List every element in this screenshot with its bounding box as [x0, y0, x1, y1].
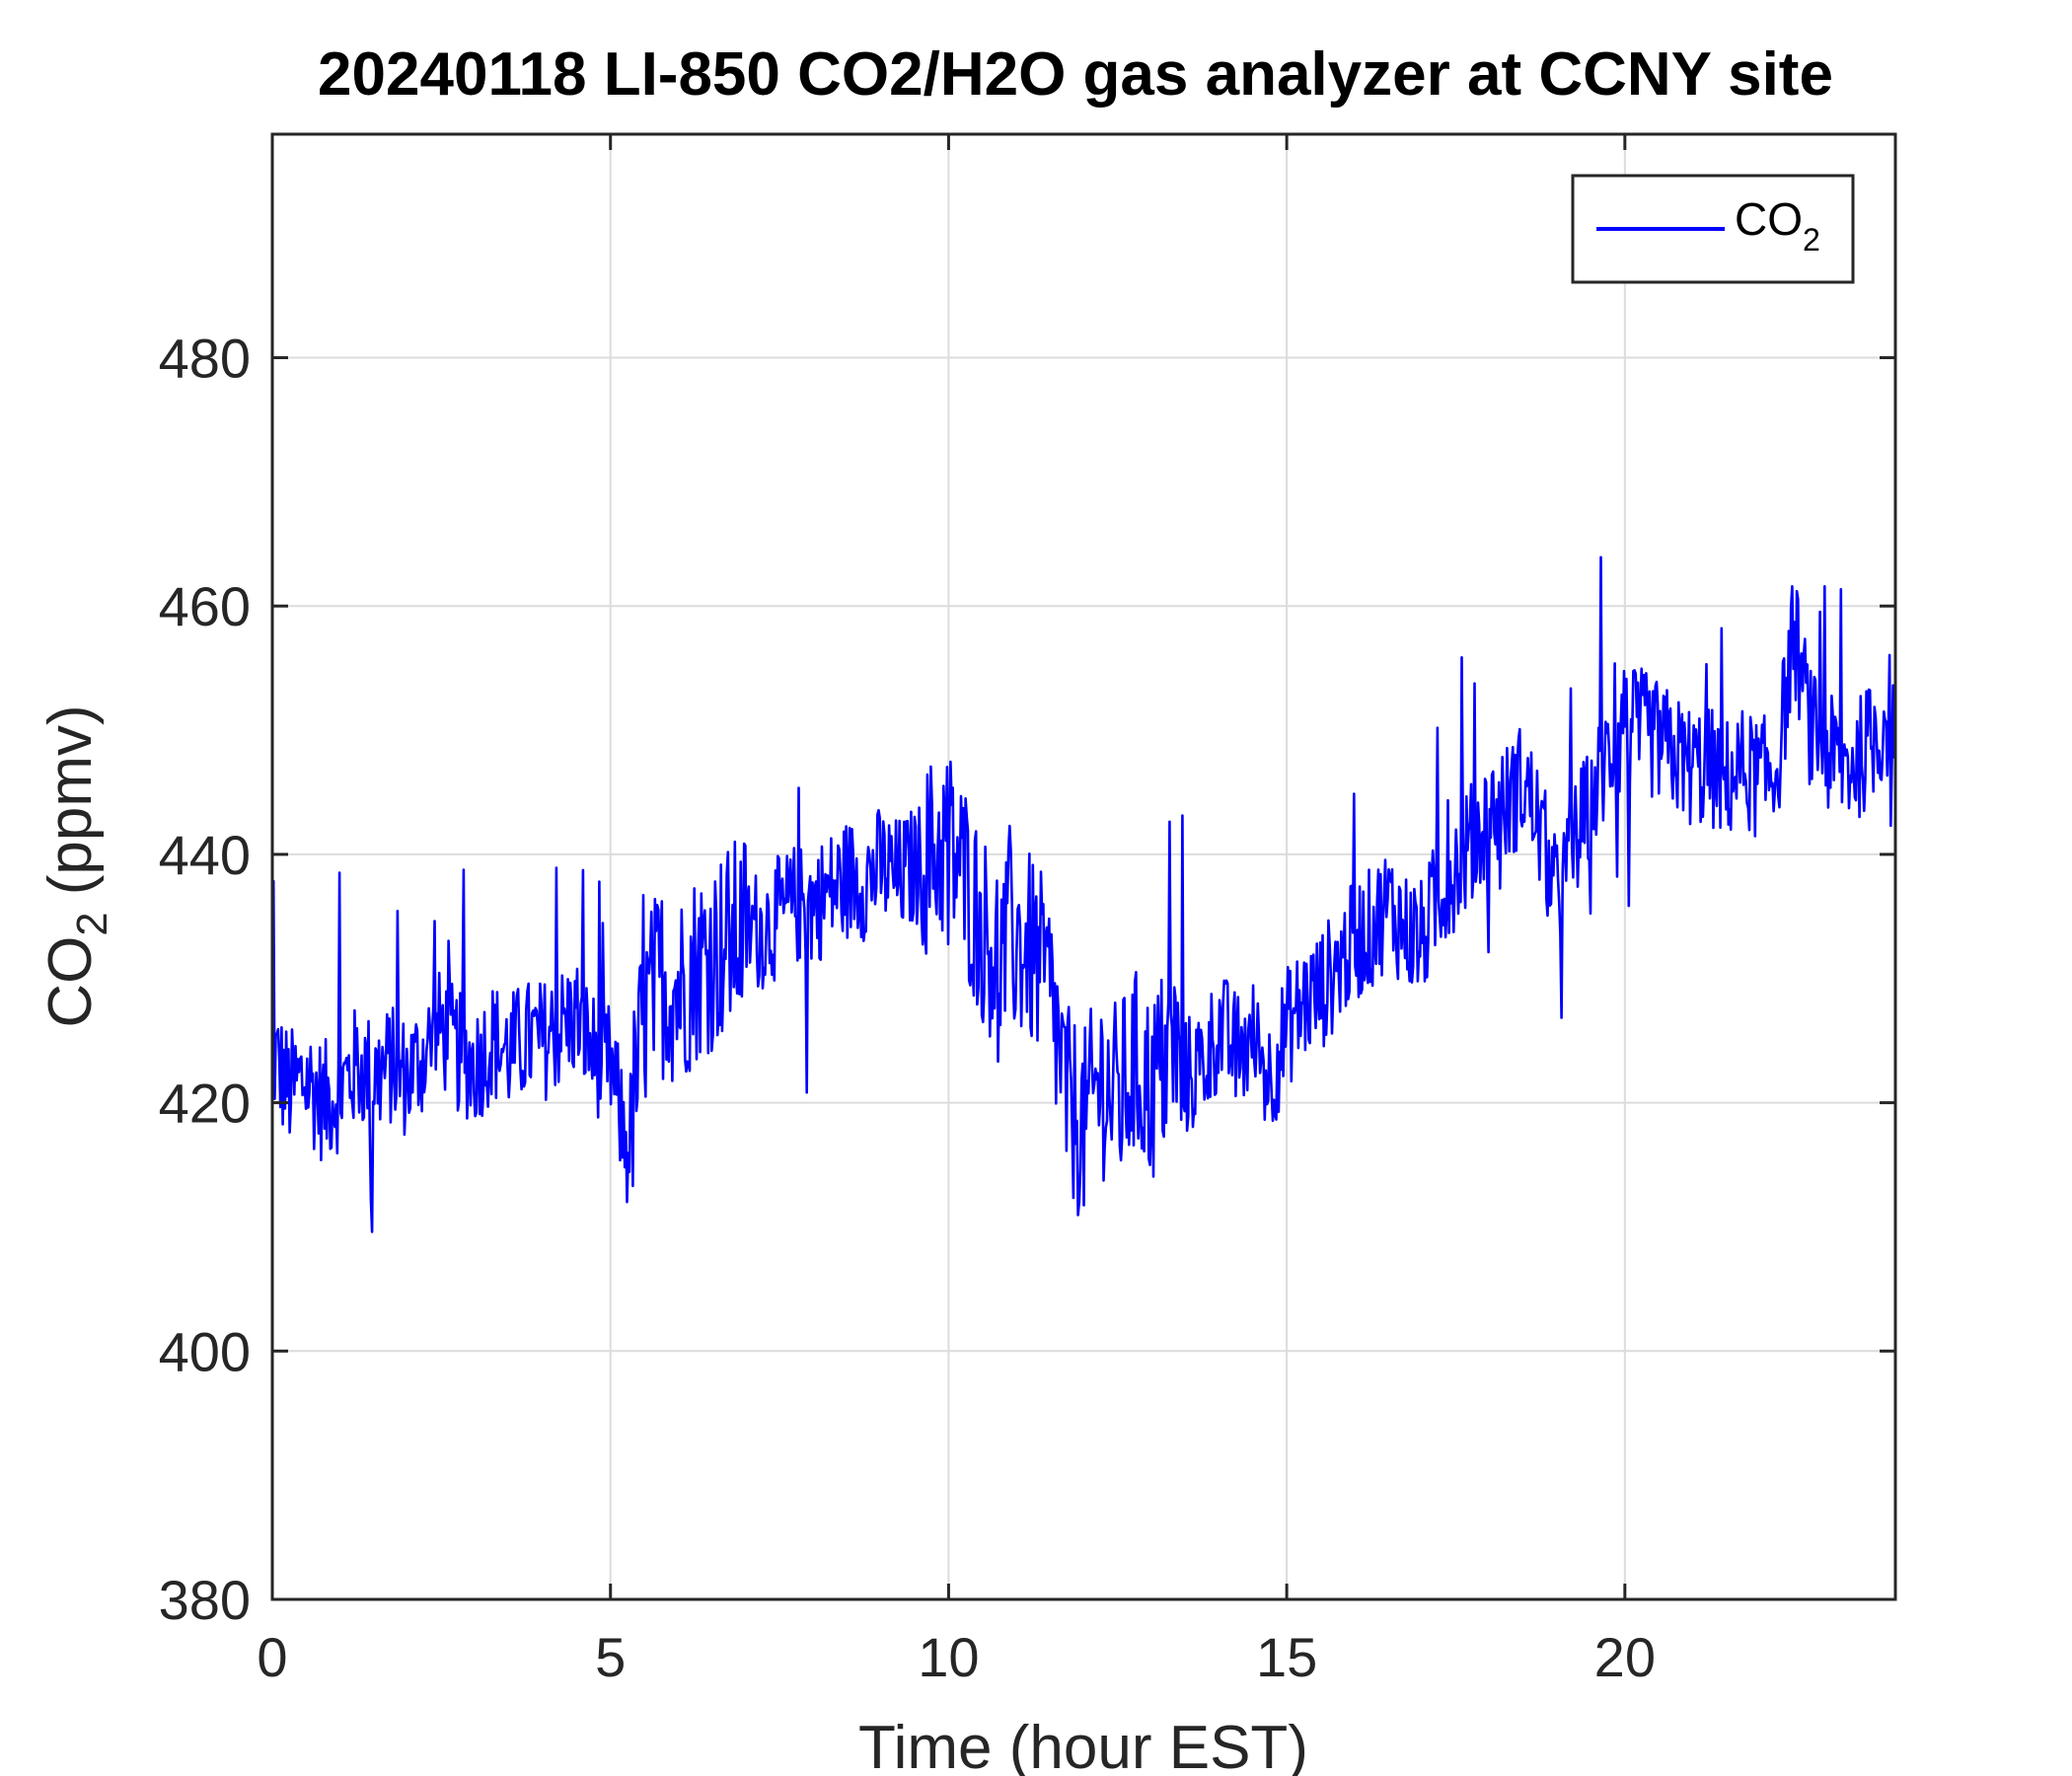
y-tick-label: 460 [159, 575, 251, 637]
y-axis-label-suffix: (ppmv) [37, 704, 105, 912]
legend: CO2 [1571, 174, 1855, 284]
y-axis-label-main: CO [37, 936, 105, 1028]
x-tick-label: 15 [1256, 1626, 1317, 1688]
legend-label-main: CO [1735, 193, 1803, 245]
plot-area [270, 555, 1897, 1233]
x-tick-label: 0 [257, 1626, 287, 1688]
x-tick-label: 20 [1594, 1626, 1656, 1688]
y-tick-label: 420 [159, 1073, 251, 1135]
x-axis-ticks: 0 5 10 15 20 [257, 134, 1656, 1688]
y-tick-label: 480 [159, 328, 251, 390]
y-tick-label: 440 [159, 824, 251, 886]
x-axis-label: Time (hour EST) [858, 1714, 1308, 1776]
legend-label: CO2 [1735, 193, 1820, 258]
axes-box [270, 132, 1897, 1601]
legend-label-subscript: 2 [1803, 222, 1820, 258]
y-axis-label: CO2 (ppmv) [37, 704, 116, 1027]
y-axis-label-subscript: 2 [69, 913, 116, 936]
series-line-co2 [270, 555, 1897, 1233]
x-tick-label: 5 [595, 1626, 626, 1688]
y-tick-label: 380 [159, 1569, 251, 1631]
y-tick-label: 400 [159, 1320, 251, 1382]
x-tick-label: 10 [918, 1626, 979, 1688]
y-axis-ticks: 380 400 420 440 460 480 [159, 328, 1895, 1631]
chart-title: 20240118 LI-850 CO2/H2O gas analyzer at … [318, 40, 1833, 109]
